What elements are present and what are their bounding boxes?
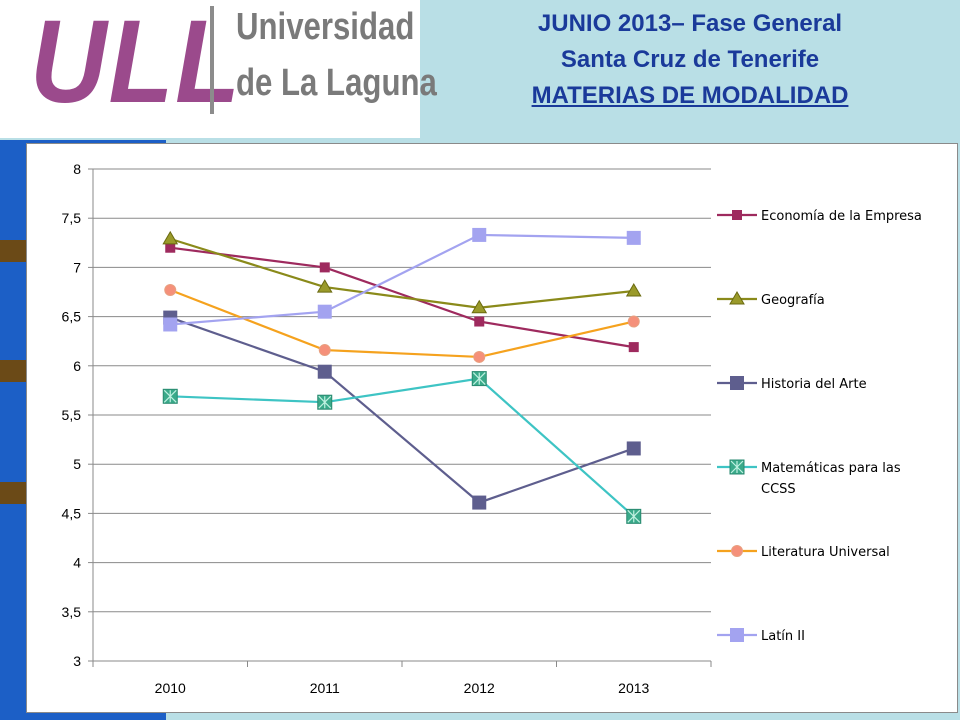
y-tick-label: 7,5 bbox=[62, 210, 82, 226]
data-point bbox=[474, 316, 485, 327]
line-chart: 3 3,5 4 4,5 5 5,5 6 6,5 7 7,5 8 2010 2011 2012 2013 Eco… bbox=[62, 161, 922, 696]
y-tick-label: 3,5 bbox=[62, 604, 82, 620]
logo-mark: ULL bbox=[30, 0, 242, 128]
legend-marker bbox=[730, 376, 744, 390]
legend-marker-cross bbox=[730, 460, 744, 474]
legend-marker bbox=[729, 291, 745, 305]
legend-label: Economía de la Empresa bbox=[761, 209, 922, 224]
y-tick-label: 7 bbox=[73, 259, 81, 275]
data-point-cross bbox=[627, 509, 641, 523]
x-tick-label: 2011 bbox=[310, 680, 340, 696]
data-point bbox=[628, 342, 639, 353]
series-line-2 bbox=[169, 316, 635, 504]
data-point-cross bbox=[472, 372, 486, 386]
data-point bbox=[319, 262, 330, 273]
data-point bbox=[625, 283, 642, 297]
band-tab bbox=[0, 482, 26, 504]
data-point bbox=[318, 344, 331, 357]
series-line-5 bbox=[170, 233, 634, 326]
legend-label-cont: CCSS bbox=[761, 482, 796, 497]
data-point bbox=[471, 299, 488, 314]
data-point bbox=[164, 284, 177, 297]
legend-label: Geografía bbox=[761, 293, 825, 308]
y-tick-label: 6,5 bbox=[62, 309, 82, 325]
data-point-cross bbox=[163, 389, 177, 403]
y-tick-label: 8 bbox=[73, 161, 81, 177]
logo-line-2: de La Laguna bbox=[236, 62, 437, 104]
legend-marker bbox=[730, 628, 744, 642]
title-line-1: JUNIO 2013– Fase General bbox=[537, 10, 843, 37]
legend-label: Matemáticas para las bbox=[761, 461, 901, 476]
data-point bbox=[472, 495, 487, 510]
data-point bbox=[162, 230, 179, 245]
data-point bbox=[165, 242, 176, 253]
y-tick-label: 5 bbox=[73, 456, 81, 472]
logo: ULL Universidad de La Laguna bbox=[0, 0, 437, 138]
logo-separator bbox=[210, 6, 214, 114]
title-line-2: Santa Cruz de Tenerife bbox=[560, 46, 820, 73]
data-point bbox=[472, 227, 487, 242]
data-point bbox=[626, 230, 641, 245]
band-tab bbox=[0, 240, 26, 262]
data-point bbox=[317, 304, 332, 319]
legend-label: Latín II bbox=[761, 629, 805, 644]
legend-label: Historia del Arte bbox=[761, 377, 867, 392]
data-point bbox=[626, 441, 641, 456]
legend-marker bbox=[732, 210, 742, 220]
y-tick-label: 5,5 bbox=[62, 407, 82, 423]
logo-line-1: Universidad bbox=[236, 6, 415, 48]
x-tick-label: 2010 bbox=[155, 680, 186, 696]
chart-area: 3 3,5 4 4,5 5 5,5 6 6,5 7 7,5 8 2010 2011 2012 2013 Eco… bbox=[26, 143, 958, 713]
y-tick-label: 4,5 bbox=[62, 505, 82, 521]
y-tick-label: 6 bbox=[73, 358, 81, 374]
x-tick-label: 2013 bbox=[618, 680, 649, 696]
x-tick-label: 2012 bbox=[464, 680, 495, 696]
data-point-cross bbox=[318, 395, 332, 409]
title-line-3: MATERIAS DE MODALIDAD bbox=[531, 82, 849, 109]
data-point bbox=[473, 350, 486, 363]
y-tick-label: 4 bbox=[73, 555, 81, 571]
series-line-1 bbox=[169, 237, 634, 309]
data-point bbox=[163, 317, 178, 332]
legend-marker bbox=[731, 545, 743, 557]
data-point bbox=[317, 364, 332, 379]
data-point bbox=[627, 315, 640, 328]
data-point bbox=[316, 279, 333, 293]
series-line-3 bbox=[170, 377, 635, 518]
series-line-0 bbox=[170, 246, 634, 349]
band-tab bbox=[0, 360, 26, 382]
y-tick-label: 3 bbox=[73, 653, 81, 669]
legend-label: Literatura Universal bbox=[761, 545, 890, 560]
series-line-4 bbox=[169, 289, 634, 359]
